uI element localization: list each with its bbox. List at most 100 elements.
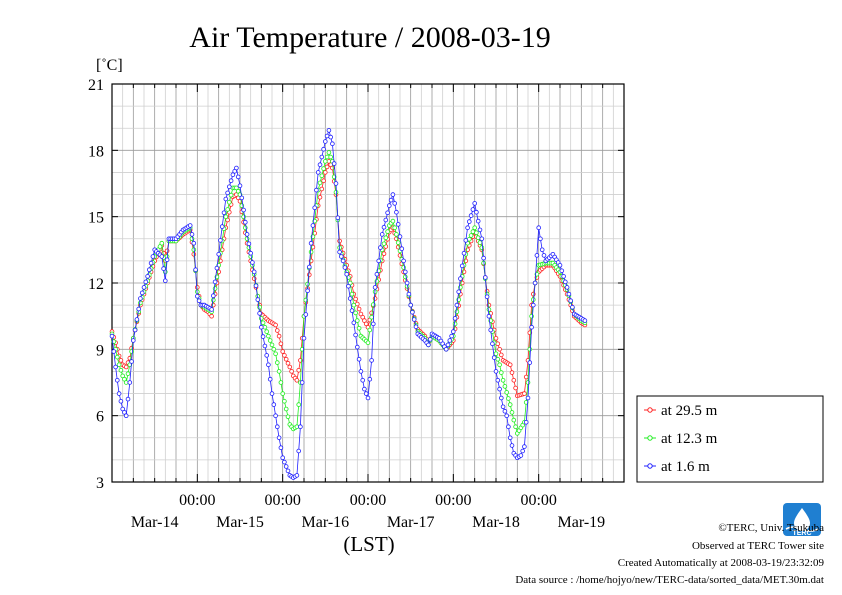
legend-marker <box>647 463 653 469</box>
data-point <box>541 253 547 258</box>
data-point <box>493 351 499 357</box>
data-point <box>346 283 351 289</box>
data-point <box>187 223 193 228</box>
data-point <box>164 257 170 263</box>
data-point <box>306 264 312 270</box>
x-axis-label: (LST) <box>343 532 394 556</box>
data-point <box>374 271 380 277</box>
data-point <box>365 395 371 401</box>
data-point <box>227 200 232 205</box>
data-point <box>379 232 385 237</box>
data-point <box>443 346 449 352</box>
data-point <box>356 325 362 331</box>
data-point <box>278 445 284 451</box>
logo-text: TERC <box>792 530 811 537</box>
y-tick-label: 9 <box>96 342 104 359</box>
data-point <box>118 398 124 404</box>
data-point <box>525 395 531 401</box>
data-point <box>351 302 357 308</box>
data-point <box>223 196 229 202</box>
data-point <box>136 306 142 312</box>
data-point <box>402 269 408 275</box>
y-tick-label: 3 <box>96 475 104 492</box>
data-point <box>394 209 399 215</box>
data-point <box>132 327 138 333</box>
data-point <box>109 333 115 339</box>
data-point <box>303 312 309 317</box>
data-point <box>466 219 472 224</box>
data-point <box>367 327 373 333</box>
data-point <box>427 337 433 342</box>
data-point <box>507 402 513 407</box>
data-point <box>506 396 511 401</box>
data-point <box>317 180 323 186</box>
data-point <box>235 188 241 194</box>
data-point <box>506 424 511 430</box>
data-point <box>285 360 291 366</box>
data-point <box>118 358 124 363</box>
data-point <box>212 279 218 285</box>
data-point <box>113 364 118 370</box>
data-point <box>479 236 485 242</box>
chart-title: Air Temperature / 2008-03-19 <box>189 21 550 54</box>
data-point <box>283 464 289 469</box>
data-point <box>322 159 328 164</box>
y-axis-unit-label: [˚C] <box>96 57 123 74</box>
footer-copyright: ©TERC, Univ. Tsukuba <box>718 522 824 534</box>
data-point <box>239 195 245 201</box>
data-point <box>484 294 490 300</box>
data-point <box>251 269 257 275</box>
data-point <box>385 229 390 234</box>
data-point <box>211 293 216 299</box>
data-point <box>490 341 495 347</box>
data-point <box>139 290 145 296</box>
data-series <box>109 128 588 480</box>
data-point <box>264 353 270 358</box>
data-point <box>111 349 117 354</box>
data-point <box>196 298 202 304</box>
data-point <box>285 414 291 420</box>
data-point <box>315 170 321 175</box>
data-point <box>498 395 504 401</box>
data-point <box>351 320 357 326</box>
data-point <box>195 293 200 299</box>
data-point <box>406 291 412 297</box>
series-2 <box>109 128 588 480</box>
data-point <box>401 258 406 264</box>
data-point <box>317 195 323 200</box>
data-point <box>530 302 536 308</box>
data-point <box>319 154 325 160</box>
data-point <box>324 164 330 170</box>
data-point <box>248 250 254 256</box>
data-point <box>527 346 533 352</box>
data-point <box>298 424 303 430</box>
data-point <box>386 203 392 208</box>
data-point <box>115 377 120 383</box>
data-point <box>372 285 378 290</box>
data-point <box>278 341 284 347</box>
data-point <box>294 473 300 478</box>
data-point <box>358 369 364 374</box>
data-point <box>532 280 538 286</box>
data-point <box>280 455 286 461</box>
data-point <box>257 311 262 316</box>
data-point <box>349 308 355 313</box>
data-point <box>258 324 264 330</box>
data-point <box>404 280 410 286</box>
data-point <box>241 207 246 213</box>
legend: at 29.5 m at 12.3 m at 1.6 m <box>636 395 824 483</box>
data-point <box>493 335 499 341</box>
data-point <box>353 296 358 302</box>
data-point <box>502 384 508 389</box>
data-point <box>159 240 165 246</box>
data-point <box>367 376 373 382</box>
data-point <box>333 181 339 186</box>
data-point <box>237 183 243 189</box>
data-point <box>509 410 515 415</box>
data-point <box>145 274 150 279</box>
data-point <box>468 233 474 238</box>
data-point <box>504 413 510 419</box>
data-point <box>495 356 501 362</box>
data-point <box>335 215 341 221</box>
